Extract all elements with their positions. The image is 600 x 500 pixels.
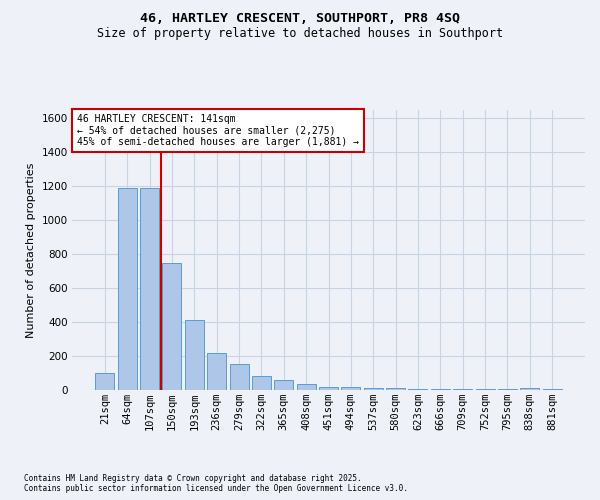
Bar (230, 364, 248, 390)
Bar (364, 388, 383, 390)
Text: 46 HARTLEY CRESCENT: 141sqm
← 54% of detached houses are smaller (2,275)
45% of : 46 HARTLEY CRESCENT: 141sqm ← 54% of det… (77, 114, 359, 148)
Bar (476, 389, 494, 390)
Text: 46, HARTLEY CRESCENT, SOUTHPORT, PR8 4SQ: 46, HARTLEY CRESCENT, SOUTHPORT, PR8 4SQ (140, 12, 460, 26)
Bar (207, 352, 226, 390)
Bar (409, 388, 427, 390)
Bar (431, 389, 450, 390)
Bar (319, 386, 338, 390)
Bar (95, 373, 115, 390)
Text: Contains public sector information licensed under the Open Government Licence v3: Contains public sector information licen… (24, 484, 408, 493)
Bar (185, 320, 204, 390)
Bar (296, 384, 316, 390)
Bar (386, 388, 405, 390)
Bar (118, 188, 137, 390)
Y-axis label: Number of detached properties: Number of detached properties (26, 162, 36, 338)
Text: Size of property relative to detached houses in Southport: Size of property relative to detached ho… (97, 28, 503, 40)
Bar (140, 188, 159, 390)
Bar (341, 388, 361, 390)
Bar (453, 389, 472, 390)
Bar (520, 388, 539, 390)
Text: Contains HM Land Registry data © Crown copyright and database right 2025.: Contains HM Land Registry data © Crown c… (24, 474, 362, 483)
Bar (252, 376, 271, 390)
Bar (163, 262, 181, 390)
Bar (274, 380, 293, 390)
